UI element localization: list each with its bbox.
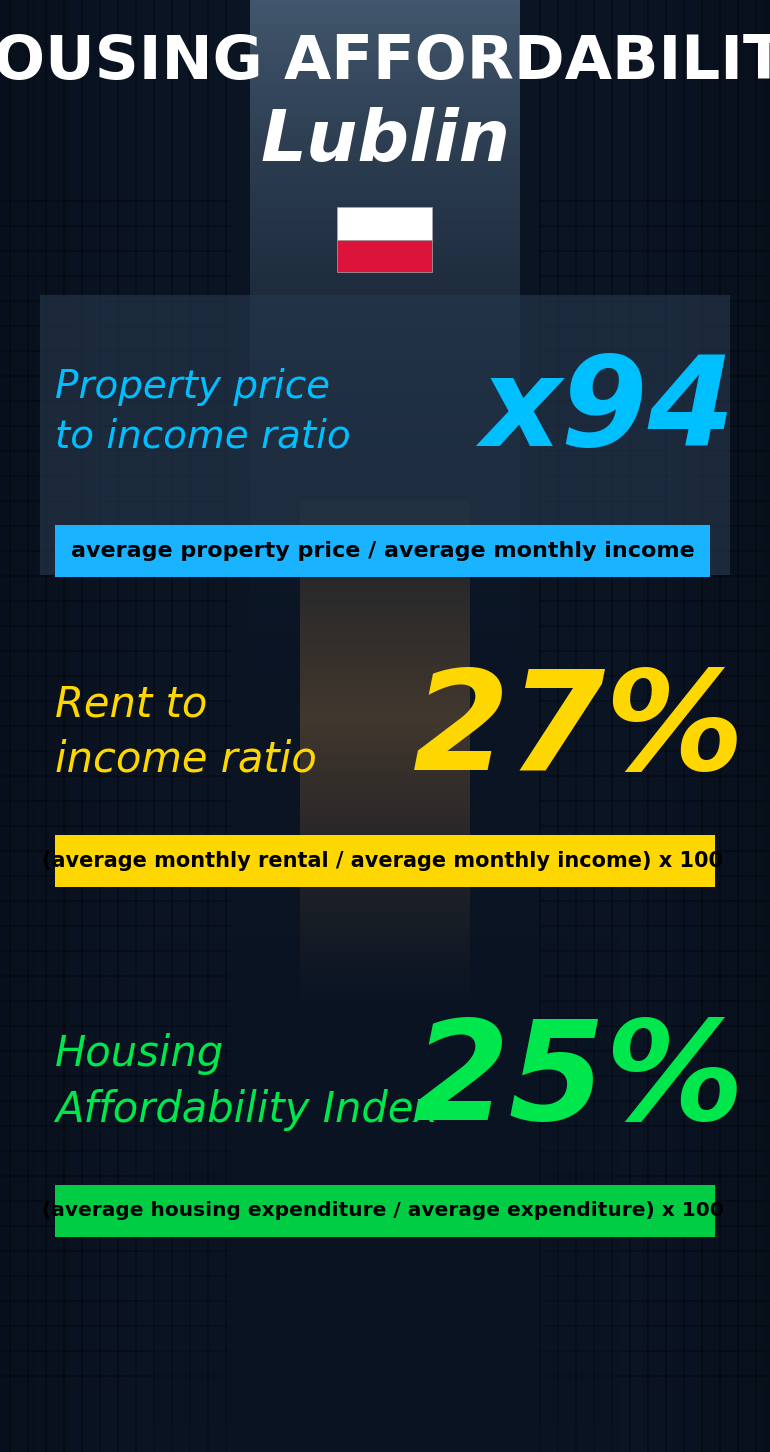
FancyBboxPatch shape — [337, 240, 432, 272]
Text: (average housing expenditure / average expenditure) x 100: (average housing expenditure / average e… — [42, 1201, 724, 1221]
Text: Rent to
income ratio: Rent to income ratio — [55, 684, 317, 781]
Text: HOUSING AFFORDABILITY: HOUSING AFFORDABILITY — [0, 32, 770, 91]
Text: (average monthly rental / average monthly income) x 100: (average monthly rental / average monthl… — [42, 851, 724, 871]
FancyBboxPatch shape — [337, 208, 432, 240]
Text: Lublin: Lublin — [260, 107, 510, 177]
FancyBboxPatch shape — [55, 526, 710, 576]
Text: 27%: 27% — [413, 665, 745, 800]
FancyBboxPatch shape — [55, 835, 715, 887]
Text: average property price / average monthly income: average property price / average monthly… — [71, 542, 695, 560]
Text: Property price
to income ratio: Property price to income ratio — [55, 367, 350, 456]
Text: Housing
Affordability Index: Housing Affordability Index — [55, 1034, 438, 1131]
Text: x94: x94 — [480, 351, 735, 472]
Text: 25%: 25% — [413, 1015, 745, 1150]
FancyBboxPatch shape — [55, 1185, 715, 1237]
